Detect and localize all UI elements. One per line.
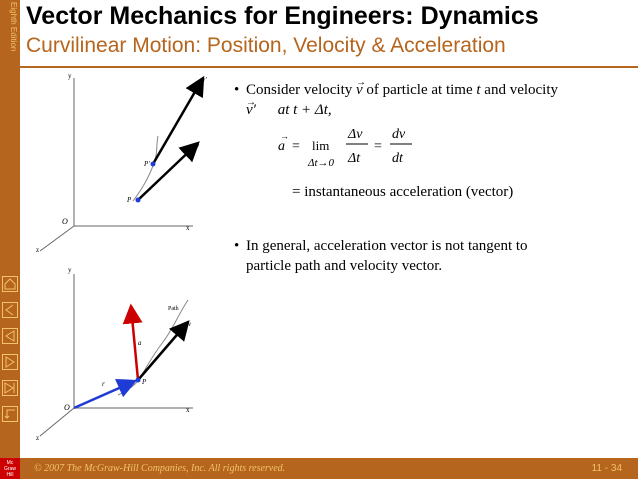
return-icon[interactable] bbox=[2, 406, 18, 422]
eq-lim: lim bbox=[312, 138, 329, 153]
header: Vector Mechanics for Engineers: Dynamics… bbox=[20, 0, 638, 60]
bullet1-text-d: at t + Δt, bbox=[277, 102, 332, 118]
acceleration-equation: a → = lim Δt→0 Δv Δt = dv dt bbox=[278, 124, 478, 174]
acceleration-description: = instantaneous acceleration (vector) bbox=[292, 184, 513, 201]
back-icon[interactable] bbox=[2, 302, 18, 318]
eq-den1: Δt bbox=[347, 151, 361, 166]
fig1-p-label: P bbox=[126, 196, 132, 204]
figure-velocity: y x z O P P′ v v′ bbox=[28, 66, 228, 256]
eq-num1: Δv bbox=[347, 127, 363, 142]
edition-text: Eighth Edition bbox=[9, 2, 18, 52]
svg-text:=: = bbox=[292, 139, 300, 154]
end-icon[interactable] bbox=[2, 380, 18, 396]
fig1-pp-label: P′ bbox=[143, 160, 150, 168]
fig1-origin-label: O bbox=[62, 217, 68, 226]
bullet-list: Consider velocity → v of particle at tim… bbox=[234, 77, 634, 122]
header-divider bbox=[20, 66, 638, 68]
bullet2-line1: In general, acceleration vector is not t… bbox=[246, 238, 528, 254]
home-icon[interactable] bbox=[2, 276, 18, 292]
svg-text:→: → bbox=[280, 131, 289, 141]
copyright: © 2007 The McGraw-Hill Companies, Inc. A… bbox=[34, 463, 286, 474]
fig2-v-label: v bbox=[188, 320, 192, 328]
bullet2-line2: particle path and velocity vector. bbox=[246, 258, 443, 274]
bullet1-text-b: of particle at time bbox=[366, 82, 473, 98]
bullet1-vec: v bbox=[355, 82, 363, 98]
fig1-y-label: y bbox=[68, 72, 72, 80]
fig2-z-label: z bbox=[36, 434, 39, 442]
eq2-desc: instantaneous acceleration (vector) bbox=[304, 184, 514, 200]
logo-mid: Graw bbox=[4, 466, 16, 472]
fig2-p-label: P bbox=[141, 378, 147, 386]
bullet-item: In general, acceleration vector is not t… bbox=[234, 236, 634, 276]
next-icon[interactable] bbox=[2, 354, 18, 370]
fig2-path-label: Path bbox=[168, 306, 179, 312]
prev-icon[interactable] bbox=[2, 328, 18, 344]
slide-number: 11 - 34 bbox=[591, 463, 622, 474]
eq-num2: dv bbox=[392, 127, 406, 142]
fig2-x-label: x bbox=[186, 406, 190, 414]
eq-lhs: a bbox=[278, 139, 285, 154]
fig2-y-label: y bbox=[68, 266, 72, 274]
eq-limsub: Δt→0 bbox=[307, 157, 335, 169]
figure-acceleration: y x z O P Path a r v bbox=[28, 260, 228, 450]
page-title: Vector Mechanics for Engineers: Dynamics bbox=[26, 2, 539, 30]
mcgraw-hill-logo: Mc Graw Hill bbox=[0, 458, 20, 479]
fig2-r-label: r bbox=[102, 380, 105, 388]
bullet1-text-a: Consider velocity bbox=[246, 82, 353, 98]
fig1-v-label: v bbox=[196, 142, 200, 150]
svg-text:=: = bbox=[374, 139, 382, 154]
fig1-vp-label: v′ bbox=[202, 76, 207, 84]
bullet1-vecp: v′ bbox=[246, 102, 256, 118]
footer: Mc Graw Hill © 2007 The McGraw-Hill Comp… bbox=[0, 458, 638, 479]
eq-den2: dt bbox=[392, 151, 404, 166]
fig1-z-label: z bbox=[36, 246, 39, 254]
logo-top: Mc bbox=[6, 460, 14, 466]
bullet-item: Consider velocity → v of particle at tim… bbox=[234, 77, 634, 122]
fig1-x-label: x bbox=[186, 224, 190, 232]
logo-bottom: Hill bbox=[6, 472, 14, 478]
fig2-origin-label: O bbox=[64, 403, 70, 412]
bullet1-t: t bbox=[476, 82, 481, 98]
bullet1-text-c: and velocity bbox=[484, 82, 559, 98]
eq2-sign: = bbox=[292, 184, 301, 200]
edition-label: Eighth Edition bbox=[1, 2, 19, 51]
fig2-a-label: a bbox=[138, 339, 142, 347]
page-subtitle: Curvilinear Motion: Position, Velocity &… bbox=[26, 34, 506, 57]
sidebar: Eighth Edition bbox=[0, 0, 20, 458]
bullet-list-2: In general, acceleration vector is not t… bbox=[234, 236, 634, 276]
